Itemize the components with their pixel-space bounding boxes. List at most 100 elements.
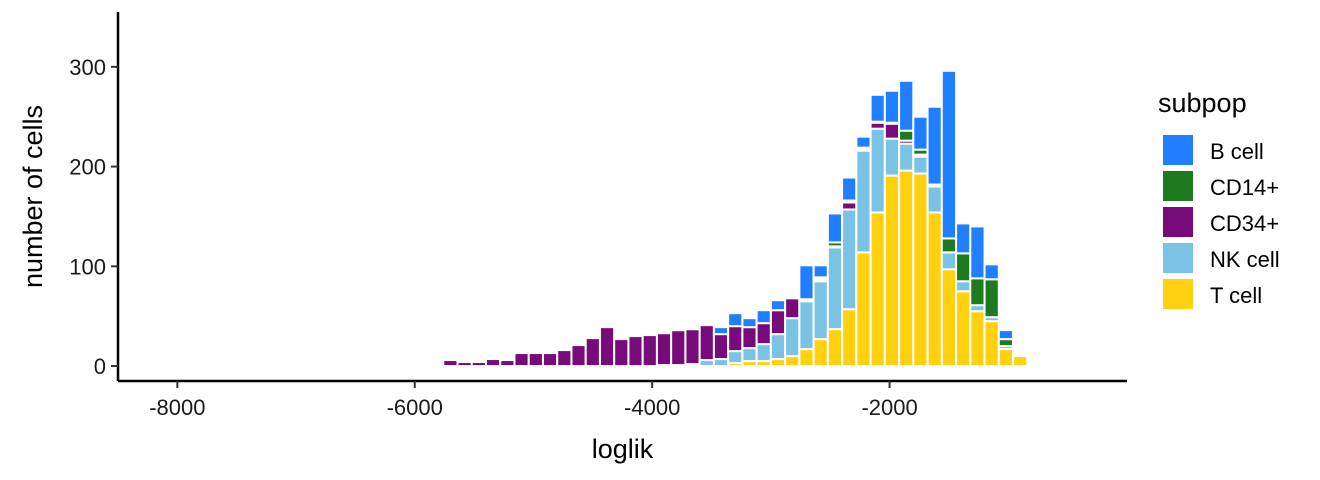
bar-cd34--bin-19 [698,324,715,362]
legend: subpop B cell CD14+ CD34+ NK cell T cell [1158,88,1280,309]
x-tick-label: -4000 [624,395,680,420]
bar-nk-cell-bin-22 [741,347,758,363]
bar-cd14--bin-39 [983,278,1000,319]
bar-nk-cell-bin-26 [798,300,815,351]
bar-cd34--bin-16 [655,332,673,367]
bar-nk-cell-bin-31 [869,127,886,214]
bar-t-cell-bin-40 [997,348,1015,368]
bar-b-cell-bin-27 [812,264,829,279]
bar-t-cell-bin-26 [798,348,815,368]
x-tick-label: -2000 [861,395,917,420]
bar-cd14--bin-33 [898,129,915,142]
bar-t-cell-bin-27 [812,338,829,368]
legend-label: NK cell [1210,247,1280,272]
bar-t-cell-bin-29 [841,308,858,368]
y-tick-label: 200 [69,155,106,180]
bar-t-cell-bin-30 [855,251,872,368]
bar-nk-cell-bin-37 [955,280,972,293]
bar-cd34--bin-8 [541,352,559,368]
bar-b-cell-bin-30 [855,135,872,149]
bar-cd34--bin-10 [570,344,587,368]
bar-b-cell-bin-22 [741,317,758,329]
legend-label: B cell [1210,139,1264,164]
bar-nk-cell-bin-27 [812,280,829,341]
bar-nk-cell-bin-24 [769,333,787,361]
bar-cd34--bin-24 [769,309,787,336]
bar-t-cell-bin-31 [869,211,886,368]
bar-nk-cell-bin-21 [727,350,744,365]
bar-t-cell-bin-38 [969,310,986,368]
legend-key-t-cell [1163,279,1193,309]
legend-label: CD34+ [1210,211,1279,236]
bar-nk-cell-bin-29 [841,208,858,311]
bar-cd34--bin-20 [712,333,730,361]
axes-layer: 0 100 200 300 -8000 -6000 -4000 -2000 [69,12,1127,420]
bar-b-cell-bin-37 [955,222,972,255]
legend-key-nk-cell [1163,243,1193,273]
bar-cd14--bin-18 [684,327,701,331]
bar-cd34--bin-5 [499,359,516,368]
legend-title: subpop [1158,88,1247,118]
bar-b-cell-bin-23 [755,309,772,325]
bar-cd34--bin-1 [442,359,459,368]
legend-label: T cell [1210,283,1262,308]
bar-b-cell-bin-33 [898,79,915,132]
bar-nk-cell-bin-34 [912,155,929,175]
bar-cd34--bin-11 [584,337,601,368]
bar-cd14--bin-36 [940,237,958,254]
bar-b-cell-bin-29 [841,176,858,202]
legend-key-cd14- [1163,171,1193,201]
bar-b-cell-bin-26 [798,264,815,301]
bar-cd34--bin-2 [456,361,473,368]
bar-cd14--bin-40 [997,338,1015,348]
bar-b-cell-bin-25 [784,296,801,300]
bar-b-cell-bin-36 [940,69,958,240]
bar-cd34--bin-18 [684,328,701,366]
bar-b-cell-bin-16 [655,331,673,335]
bar-t-cell-bin-32 [883,174,901,368]
bar-cd34--bin-17 [670,329,687,367]
bar-cd34--bin-25 [784,297,801,320]
bar-nk-cell-bin-33 [898,142,915,172]
bar-nk-cell-bin-35 [926,185,943,214]
bar-b-cell-bin-35 [926,105,943,186]
y-tick-label: 100 [69,254,106,279]
bar-cd34--bin-7 [527,352,544,368]
bar-cd34--bin-14 [627,335,644,368]
bar-cd34--bin-29 [841,201,858,211]
x-axis-title: loglik [592,434,654,464]
bar-t-cell-bin-25 [784,355,801,368]
bar-cd34--bin-0 [428,363,445,368]
bar-cd34--bin-3 [470,361,487,368]
y-axis-title: number of cells [18,105,48,288]
bar-cd34--bin-4 [484,358,502,368]
legend-label: CD14+ [1210,175,1279,200]
legend-key-b-cell [1163,135,1193,165]
bar-t-cell-bin-33 [898,169,915,368]
bar-t-cell-bin-39 [983,320,1000,368]
bar-t-cell-bin-34 [912,172,929,368]
bar-t-cell-bin-24 [769,358,787,368]
y-tick-label: 300 [69,55,106,80]
bar-cd14--bin-17 [670,328,687,332]
bar-nk-cell-bin-30 [855,149,872,254]
bar-cd34--bin-13 [613,338,630,368]
bar-t-cell-bin-41 [1012,355,1029,368]
bar-nk-cell-bin-36 [940,251,958,271]
bar-nk-cell-bin-20 [712,358,730,368]
bar-b-cell-bin-41 [1012,349,1029,354]
bars-layer [428,69,1029,368]
bar-cd34--bin-12 [598,326,616,368]
bar-b-cell-bin-28 [826,212,844,244]
bar-b-cell-bin-34 [912,115,929,151]
bar-cd34--bin-9 [556,349,573,368]
legend-key-cd34- [1163,207,1193,237]
bar-cd34--bin-22 [741,326,758,350]
bar-t-cell-bin-28 [826,328,844,368]
bar-b-cell-bin-21 [727,312,744,328]
bar-nk-cell-bin-28 [826,246,844,331]
bar-t-cell-bin-36 [940,268,958,368]
bar-t-cell-bin-37 [955,290,972,368]
x-tick-label: -6000 [387,395,443,420]
